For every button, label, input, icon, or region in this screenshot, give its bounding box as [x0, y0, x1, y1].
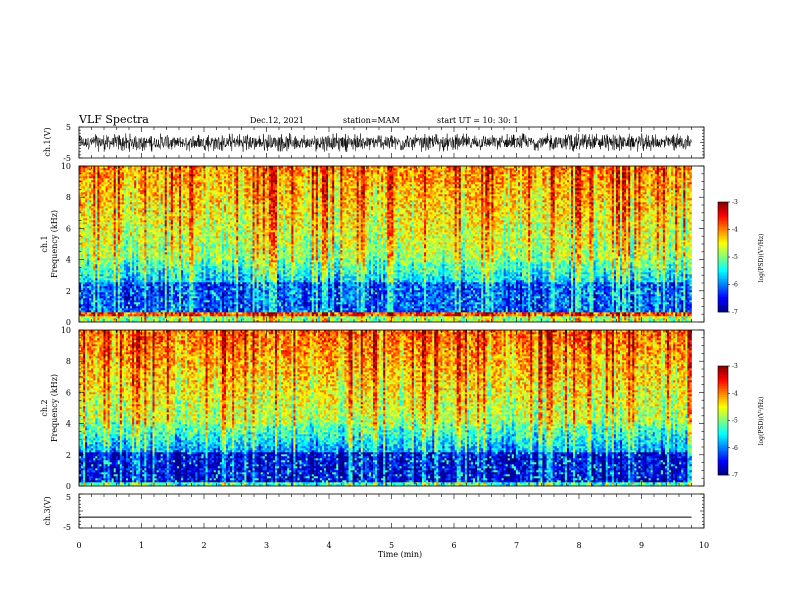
- spec-ytick-label: 4: [66, 256, 71, 265]
- ch2-spec-ylabel-frequency: Frequency (kHz): [50, 374, 59, 442]
- spec-ytick-label: 2: [66, 451, 71, 460]
- ch2-spectrogram-heatmap: [79, 330, 692, 487]
- spec-ytick-label: 10: [61, 326, 71, 335]
- time-tick-label: 6: [451, 541, 456, 550]
- spec-ytick-label: 0: [66, 318, 71, 327]
- ch1-spectrogram-heatmap: [79, 166, 692, 323]
- ch3-waveform-ylabel: ch.3(V): [43, 496, 52, 525]
- spec-ytick-label: 4: [66, 420, 71, 429]
- colorbar-tick-label: -3: [732, 363, 738, 370]
- time-axis-label: Time (min): [378, 550, 422, 559]
- spec-ytick-label: 8: [66, 357, 71, 366]
- start-time-label: start UT = 10: 30: 1: [437, 116, 518, 125]
- colorbar-tick-label: -7: [732, 309, 738, 316]
- colorbar-tick-label: -4: [732, 390, 738, 397]
- spec-ytick-label: 2: [66, 287, 71, 296]
- ch3-ytick-top: 5: [66, 493, 71, 502]
- spec-ytick-label: 8: [66, 193, 71, 202]
- colorbar-tick-label: -5: [732, 418, 738, 425]
- figure-title: VLF Spectra: [78, 113, 149, 126]
- colorbar-tick-label: -6: [732, 445, 738, 452]
- colorbar-tick-label: -4: [732, 227, 738, 234]
- ch1-waveform-ylabel: ch.1(V): [43, 127, 52, 156]
- colorbar-tick-label: -7: [732, 472, 738, 479]
- ch3-waveform-panel: 5 -5 ch.3(V): [43, 493, 705, 532]
- ch2-spec-ylabel-channel: ch.2: [40, 399, 49, 416]
- spec-ytick-label: 6: [66, 388, 71, 397]
- station-label: station=MAM: [343, 116, 400, 125]
- ch1-ytick-top: 5: [66, 123, 71, 132]
- time-axis-tick-labels: 0 1 2 3 4 5 6 7 8 9 10: [76, 541, 709, 550]
- ch1-waveform-panel: 5 -5 ch.1(V): [43, 123, 705, 163]
- ch1-spectrogram-panel: 0 2 4 6 8 10 ch.1 Frequency (kHz): [40, 162, 705, 327]
- date-label: Dec.12, 2021: [250, 116, 304, 125]
- time-tick-label: 5: [389, 541, 394, 550]
- time-tick-label: 0: [76, 541, 81, 550]
- time-tick-label: 2: [201, 541, 206, 550]
- colorbar-tick-label: -5: [732, 254, 738, 261]
- ch1-spec-ylabel-channel: ch.1: [40, 235, 49, 252]
- time-tick-label: 10: [699, 541, 709, 550]
- ch1-ytick-bottom: -5: [63, 154, 71, 163]
- time-tick-label: 8: [576, 541, 581, 550]
- colorbar-tick-label: -3: [732, 199, 738, 206]
- ch3-ytick-bottom: -5: [63, 523, 71, 532]
- ch2-colorbar: -3 -4 -5 -6 -7 log(PSD)(V²/Hz): [717, 363, 765, 479]
- time-tick-label: 9: [639, 541, 644, 550]
- spec-ytick-label: 6: [66, 224, 71, 233]
- spec-ytick-label: 10: [61, 162, 71, 171]
- time-tick-label: 1: [139, 541, 144, 550]
- ch1-spec-ylabel-frequency: Frequency (kHz): [50, 210, 59, 278]
- time-tick-label: 7: [514, 541, 519, 550]
- ch1-colorbar-label: log(PSD)(V²/Hz): [758, 234, 765, 283]
- ch1-colorbar: -3 -4 -5 -6 -7 log(PSD)(V²/Hz): [717, 199, 765, 316]
- spec-ytick-label: 0: [66, 482, 71, 491]
- ch2-colorbar-label: log(PSD)(V²/Hz): [758, 397, 765, 446]
- ch2-spectrogram-panel: 0 2 4 6 8 10 ch.2 Frequency (kHz): [40, 326, 705, 491]
- ch1-waveform-trace: [78, 133, 692, 152]
- time-tick-label: 3: [264, 541, 269, 550]
- colorbar-tick-label: -6: [732, 282, 738, 289]
- time-tick-label: 4: [326, 541, 331, 550]
